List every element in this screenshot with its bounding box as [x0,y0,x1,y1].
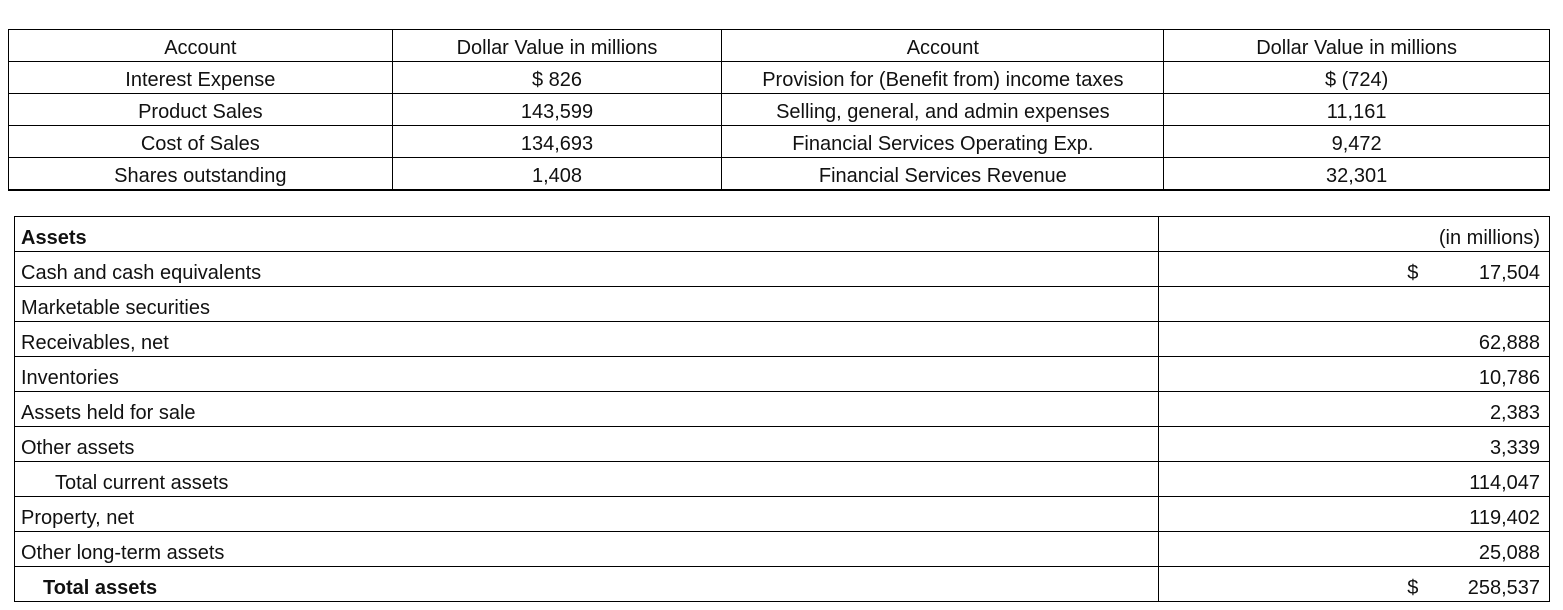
table-row: Total current assets 114,047 [13,461,1550,497]
row-label: Inventories [13,356,1160,392]
account-cell: Cost of Sales [8,125,393,158]
row-label: Total assets [13,566,1160,602]
row-value: 114,047 [1469,472,1540,494]
row-value: 17,504 [1478,262,1540,284]
row-value-cell: 114,047 [1158,461,1550,497]
account-cell: Financial Services Operating Exp. [721,125,1165,158]
table-row: Total assets $ 258,537 [13,566,1550,602]
table-row: Inventories 10,786 [13,356,1550,392]
assets-table: Assets (in millions) Cash and cash equiv… [13,216,1550,602]
row-value-cell: 10,786 [1158,356,1550,392]
account-cell: Provision for (Benefit from) income taxe… [721,61,1165,94]
value-cell: 143,599 [391,93,723,126]
table-row: Cost of Sales 134,693 Financial Services… [8,125,1550,158]
row-value-cell: 62,888 [1158,321,1550,357]
account-cell: Interest Expense [8,61,393,94]
table-row: Marketable securities [13,286,1550,322]
table-row: Receivables, net 62,888 [13,321,1550,357]
units-label: (in millions) [1158,216,1550,252]
value-cell: 11,161 [1163,93,1550,126]
account-values-table: Account Dollar Value in millions Account… [8,29,1550,191]
dollar-sign: $ [1407,262,1419,284]
row-value: 119,402 [1469,507,1540,529]
dollar-sign: $ [1407,577,1419,599]
row-label: Total current assets [13,461,1160,497]
table-row: Shares outstanding 1,408 Financial Servi… [8,157,1550,191]
table-row: Other assets 3,339 [13,426,1550,462]
row-label: Property, net [13,496,1160,532]
value-cell: 9,472 [1163,125,1550,158]
assets-heading: Assets [13,216,1160,252]
row-label: Cash and cash equivalents [13,251,1160,287]
table-row: Assets held for sale 2,383 [13,391,1550,427]
row-value-cell [1158,286,1550,322]
row-value: 3,339 [1489,437,1540,459]
row-value-cell: 2,383 [1158,391,1550,427]
header-cell: Account [8,29,393,62]
header-cell: Account [721,29,1165,62]
row-value-cell: 119,402 [1158,496,1550,532]
value-cell: $ 826 [391,61,723,94]
value-cell: 134,693 [391,125,723,158]
value-cell: 1,408 [391,157,723,191]
header-cell: Dollar Value in millions [1163,29,1550,62]
row-value-cell: $ 17,504 [1158,251,1550,287]
account-cell: Selling, general, and admin expenses [721,93,1165,126]
table-header-row: Account Dollar Value in millions Account… [8,29,1550,62]
row-label: Other assets [13,426,1160,462]
row-value: 258,537 [1467,577,1540,599]
row-label: Receivables, net [13,321,1160,357]
account-cell: Shares outstanding [8,157,393,191]
row-value: 25,088 [1478,542,1540,564]
value-cell: $ (724) [1163,61,1550,94]
value-cell: 32,301 [1163,157,1550,191]
row-label: Other long-term assets [13,531,1160,567]
account-cell: Financial Services Revenue [721,157,1165,191]
row-value-cell: $ 258,537 [1158,566,1550,602]
table-row: Interest Expense $ 826 Provision for (Be… [8,61,1550,94]
row-label: Marketable securities [13,286,1160,322]
row-label: Assets held for sale [13,391,1160,427]
row-value: 10,786 [1478,367,1540,389]
table-row: Property, net 119,402 [13,496,1550,532]
row-value-cell: 25,088 [1158,531,1550,567]
header-cell: Dollar Value in millions [391,29,723,62]
row-value: 62,888 [1478,332,1540,354]
account-cell: Product Sales [8,93,393,126]
row-value: 2,383 [1489,402,1540,424]
table-row: Product Sales 143,599 Selling, general, … [8,93,1550,126]
row-value-cell: 3,339 [1158,426,1550,462]
assets-header-row: Assets (in millions) [13,216,1550,252]
table-row: Cash and cash equivalents $ 17,504 [13,251,1550,287]
table-row: Other long-term assets 25,088 [13,531,1550,567]
